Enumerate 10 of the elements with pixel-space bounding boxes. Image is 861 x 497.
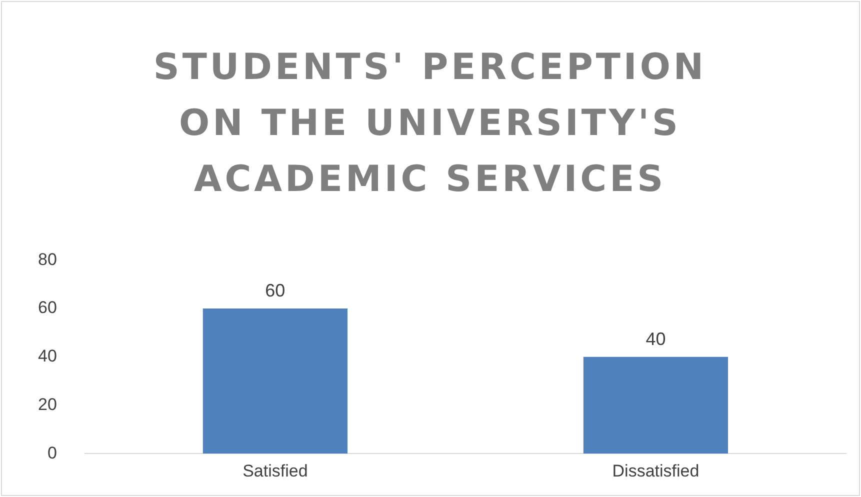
y-tick-label: 40 (38, 346, 57, 366)
data-label: 40 (646, 328, 666, 349)
x-tick-label: Dissatisfied (612, 461, 700, 480)
chart-title: STUDENTS' PERCEPTION ON THE UNIVERSITY'S ACADEMIC SERVICES (152, 46, 708, 202)
y-tick-label: 80 (38, 250, 57, 269)
data-label: 60 (265, 280, 286, 301)
y-tick-label: 0 (47, 443, 57, 462)
y-tick-label: 60 (38, 298, 57, 318)
y-tick-label: 20 (38, 394, 57, 414)
x-tick-label: Satisfied (242, 461, 308, 480)
